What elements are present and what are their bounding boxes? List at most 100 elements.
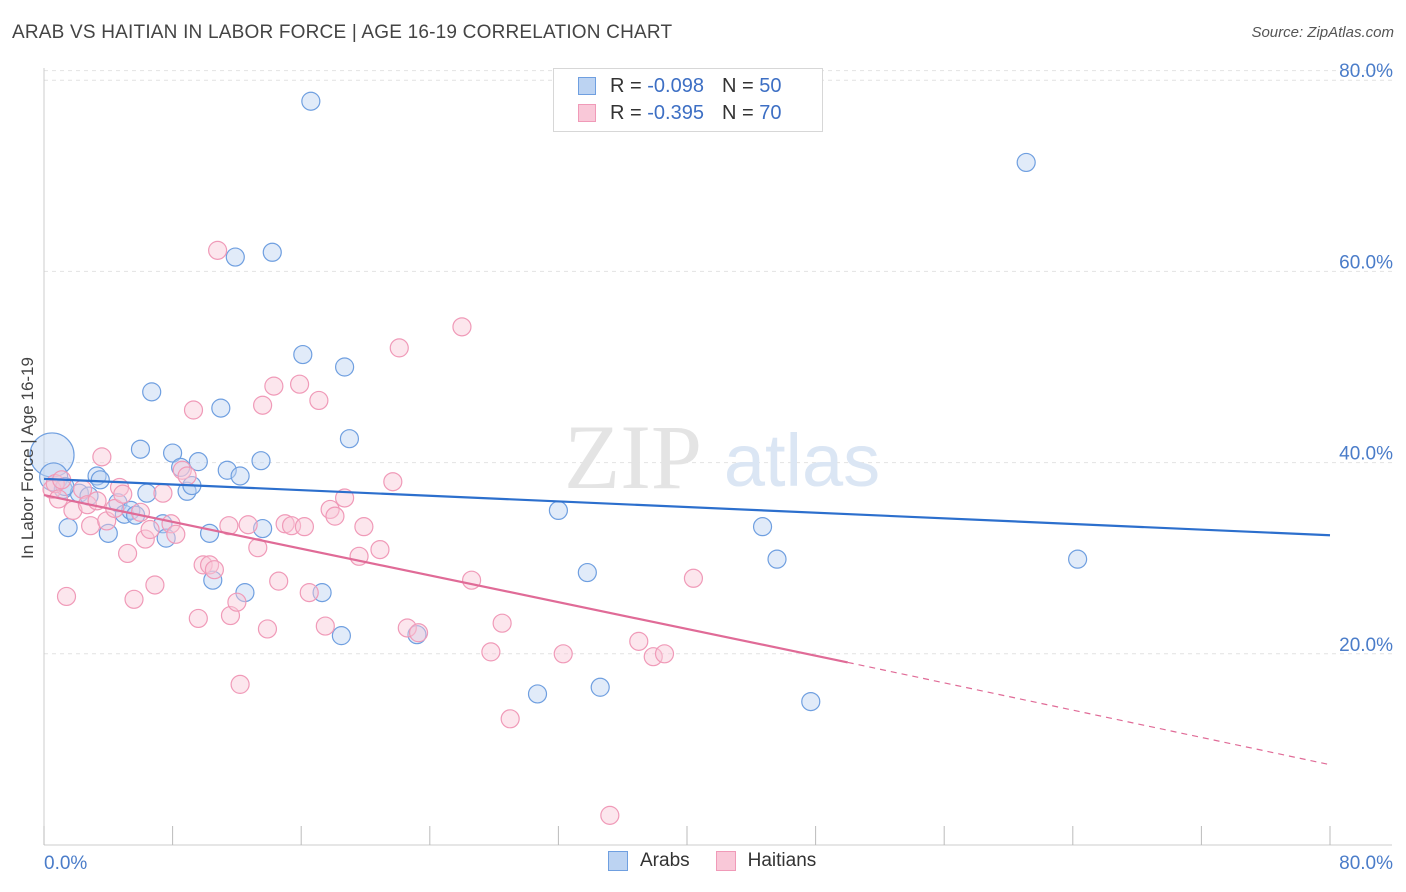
arabs-n-value: 50: [759, 74, 782, 97]
arabs-point-22: [188, 452, 208, 472]
watermark: ZIP atlas: [564, 406, 880, 508]
y-tick-label-3: 80.0%: [1339, 61, 1393, 82]
haitians-point-48: [315, 616, 335, 636]
haitians-trend-line: [43, 494, 848, 664]
grid: [44, 70, 1392, 655]
x-tick-label-min: 0.0%: [44, 853, 87, 874]
arabs-point-38: [339, 429, 360, 449]
arabs-point-37: [335, 357, 355, 377]
haitians-point-18: [135, 529, 155, 549]
haitians-point-62: [492, 613, 512, 633]
haitians-point-41: [269, 571, 289, 591]
arabs-point-28: [230, 466, 250, 486]
haitians-point-28: [193, 555, 213, 575]
arabs-point-13: [130, 439, 151, 459]
watermark-atlas: atlas: [724, 419, 880, 502]
series-legend: Arabs Haitians: [608, 850, 842, 872]
haitians-trend-extension: [847, 661, 1331, 766]
legend-haitians-label: Haitians: [747, 850, 817, 871]
tick-labels: 20.0% 40.0% 60.0% 80.0% 0.0% 80.0%: [44, 61, 1393, 874]
haitians-point-55: [383, 472, 403, 492]
arabs-point-40: [527, 684, 548, 704]
haitians-point-65: [600, 805, 620, 825]
arabs-point-18: [163, 443, 183, 463]
legend-item-haitians[interactable]: Haitians: [715, 850, 817, 872]
arabs-point-36: [331, 626, 351, 646]
axes: [43, 68, 1392, 846]
arabs-n-label: N =: [721, 74, 754, 97]
arabs-point-45: [767, 549, 787, 569]
arabs-point-47: [1016, 152, 1036, 173]
haitians-point-19: [140, 519, 160, 540]
arabs-point-48: [1068, 549, 1088, 569]
haitians-point-39: [257, 619, 278, 639]
haitians-point-14: [113, 484, 133, 504]
arabs-swatch: [578, 77, 596, 95]
haitians-point-10: [92, 447, 112, 467]
haitians-point-40: [264, 376, 284, 396]
haitians-point-58: [408, 623, 429, 643]
haitians-point-31: [208, 240, 228, 260]
haitians-point-67: [643, 647, 663, 667]
haitians-point-69: [683, 568, 704, 588]
trend-lines: [43, 477, 1331, 766]
haitians-point-23: [166, 524, 186, 544]
haitians-point-4: [56, 586, 77, 607]
haitians-point-16: [124, 589, 144, 609]
arabs-point-14: [137, 483, 157, 503]
arabs-point-32: [262, 242, 282, 262]
haitians-point-54: [370, 539, 390, 560]
y-axis-label: In Labor Force | Age 16-19: [18, 357, 37, 559]
haitians-point-61: [481, 642, 501, 662]
haitians-point-57: [397, 618, 417, 638]
haitians-point-8: [81, 516, 101, 536]
haitians-point-66: [629, 631, 649, 651]
arabs-point-17: [156, 528, 176, 548]
arabs-point-46: [801, 691, 821, 712]
x-tick-label-max: 80.0%: [1339, 853, 1393, 874]
haitians-point-20: [145, 575, 165, 595]
haitians-point-35: [230, 674, 250, 694]
haitians-point-64: [553, 644, 573, 664]
arabs-point-42: [577, 562, 597, 583]
arabs-point-33: [293, 344, 313, 365]
legend-row-haitians: R = -0.395 N = 70: [578, 101, 781, 125]
arabs-r-label: R =: [610, 74, 642, 97]
haitians-point-25: [177, 466, 197, 486]
y-tick-label-1: 40.0%: [1339, 444, 1393, 465]
haitians-point-46: [299, 583, 319, 603]
haitians-r-label: R =: [610, 101, 642, 124]
arabs-point-43: [590, 677, 610, 697]
legend-item-arabs[interactable]: Arabs: [608, 850, 690, 872]
arabs-point-23: [199, 523, 220, 543]
haitians-point-15: [117, 543, 138, 564]
haitians-point-17: [130, 502, 151, 522]
arabs-point-3: [58, 518, 78, 538]
data-points: [29, 91, 1088, 825]
arabs-point-31: [253, 518, 273, 539]
arabs-r-value: -0.098: [647, 74, 704, 97]
y-tick-label-0: 20.0%: [1339, 635, 1393, 656]
y-tick-label-2: 60.0%: [1339, 252, 1393, 273]
haitians-point-47: [309, 390, 329, 411]
haitians-point-44: [289, 374, 310, 394]
arabs-point-41: [548, 500, 569, 520]
haitians-point-53: [354, 517, 374, 537]
haitians-n-label: N =: [721, 101, 754, 124]
haitians-point-45: [294, 517, 315, 537]
arabs-point-30: [251, 451, 271, 471]
haitians-point-26: [183, 400, 204, 420]
legend-haitians-swatch: [715, 851, 736, 871]
haitians-point-36: [238, 515, 258, 535]
haitians-point-34: [227, 592, 247, 612]
arabs-point-7: [90, 470, 110, 490]
haitians-point-68: [654, 644, 675, 664]
haitians-point-63: [500, 709, 520, 729]
legend-row-arabs: R = -0.098 N = 50: [578, 74, 781, 98]
arabs-point-34: [301, 91, 321, 111]
source-credit: Source: ZipAtlas.com: [1251, 24, 1394, 41]
watermark-zip: ZIP: [564, 406, 702, 508]
haitians-point-59: [452, 317, 472, 337]
arabs-point-25: [211, 398, 231, 418]
